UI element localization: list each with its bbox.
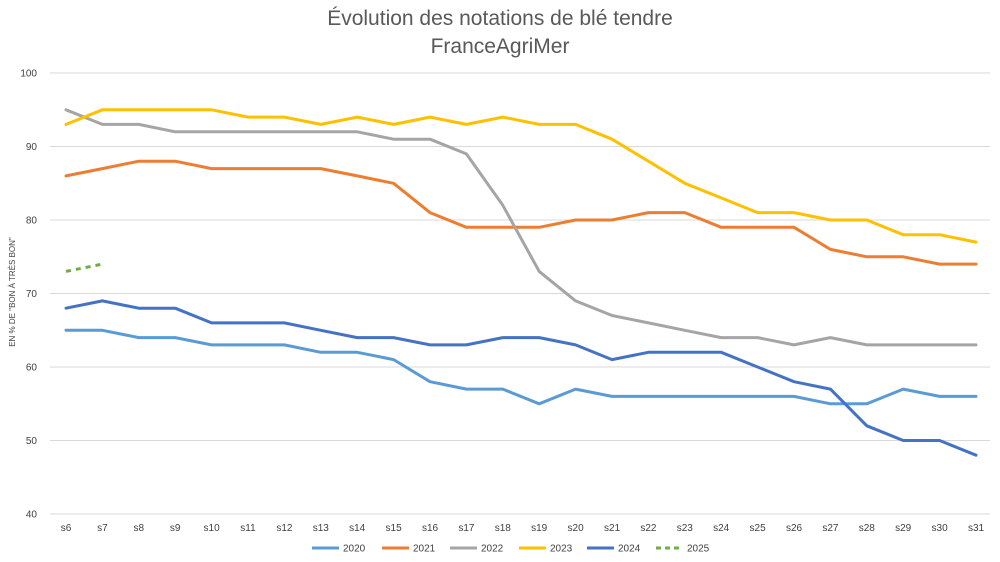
x-tick-label: s17 bbox=[458, 523, 475, 534]
x-tick-label: s21 bbox=[604, 523, 621, 534]
x-axis-ticks: s6 s7 s8 s9 s10 s11 s12 s13 s14 s15 s16 s17 s18 s19 s2… bbox=[61, 523, 985, 534]
x-tick-label: s15 bbox=[386, 523, 403, 534]
x-tick-label: s16 bbox=[422, 523, 439, 534]
x-tick-label: s26 bbox=[786, 523, 803, 534]
series-line-2020 bbox=[64, 328, 978, 406]
x-tick-label: s23 bbox=[677, 523, 694, 534]
x-tick-label: s25 bbox=[750, 523, 767, 534]
series-line-2025 bbox=[65, 262, 103, 273]
x-tick-label: s28 bbox=[859, 523, 876, 534]
legend-label-2020: 2020 bbox=[343, 544, 366, 555]
legend-label-2025: 2025 bbox=[687, 544, 710, 555]
y-tick-label: 40 bbox=[26, 510, 38, 521]
chart-title: Évolution des notations de blé tendre bbox=[327, 7, 673, 30]
x-tick-label: s19 bbox=[531, 523, 548, 534]
legend-label-2021: 2021 bbox=[413, 544, 436, 555]
x-tick-label: s31 bbox=[968, 523, 985, 534]
x-tick-label: s12 bbox=[276, 523, 293, 534]
y-tick-label: 50 bbox=[26, 436, 38, 447]
legend-label-2022: 2022 bbox=[481, 544, 504, 555]
series-line-2022 bbox=[64, 108, 978, 347]
legend-label-2023: 2023 bbox=[550, 544, 573, 555]
x-tick-label: s27 bbox=[822, 523, 839, 534]
x-tick-label: s29 bbox=[895, 523, 912, 534]
series-line-2024 bbox=[64, 299, 978, 457]
y-tick-label: 80 bbox=[26, 216, 38, 227]
x-tick-label: s30 bbox=[932, 523, 949, 534]
gridlines bbox=[50, 72, 990, 515]
legend-label-2024: 2024 bbox=[618, 544, 641, 555]
y-axis-ticks: 40 50 60 70 80 90 100 bbox=[20, 69, 37, 521]
x-tick-label: s7 bbox=[97, 523, 108, 534]
x-tick-label: s11 bbox=[240, 523, 256, 534]
x-tick-label: s20 bbox=[568, 523, 585, 534]
series-lines bbox=[64, 108, 978, 457]
y-tick-label: 70 bbox=[26, 289, 38, 300]
x-tick-label: s14 bbox=[349, 523, 366, 534]
legend: 2020 2021 2022 2023 2024 2025 bbox=[312, 544, 710, 555]
x-tick-label: s18 bbox=[495, 523, 512, 534]
series-line-2021 bbox=[64, 159, 978, 266]
x-tick-label: s22 bbox=[640, 523, 657, 534]
y-axis-label: EN % DE "BON À TRÈS BON" bbox=[8, 237, 17, 347]
y-tick-label: 60 bbox=[26, 363, 38, 374]
x-tick-label: s6 bbox=[61, 523, 72, 534]
x-tick-label: s24 bbox=[713, 523, 730, 534]
x-tick-label: s13 bbox=[313, 523, 330, 534]
x-tick-label: s10 bbox=[204, 523, 221, 534]
chart-subtitle: FranceAgriMer bbox=[431, 35, 570, 58]
y-tick-label: 90 bbox=[26, 142, 38, 153]
x-tick-label: s8 bbox=[134, 523, 145, 534]
x-tick-label: s9 bbox=[170, 523, 181, 534]
series-line-2023 bbox=[64, 108, 978, 244]
y-tick-label: 100 bbox=[20, 69, 37, 80]
